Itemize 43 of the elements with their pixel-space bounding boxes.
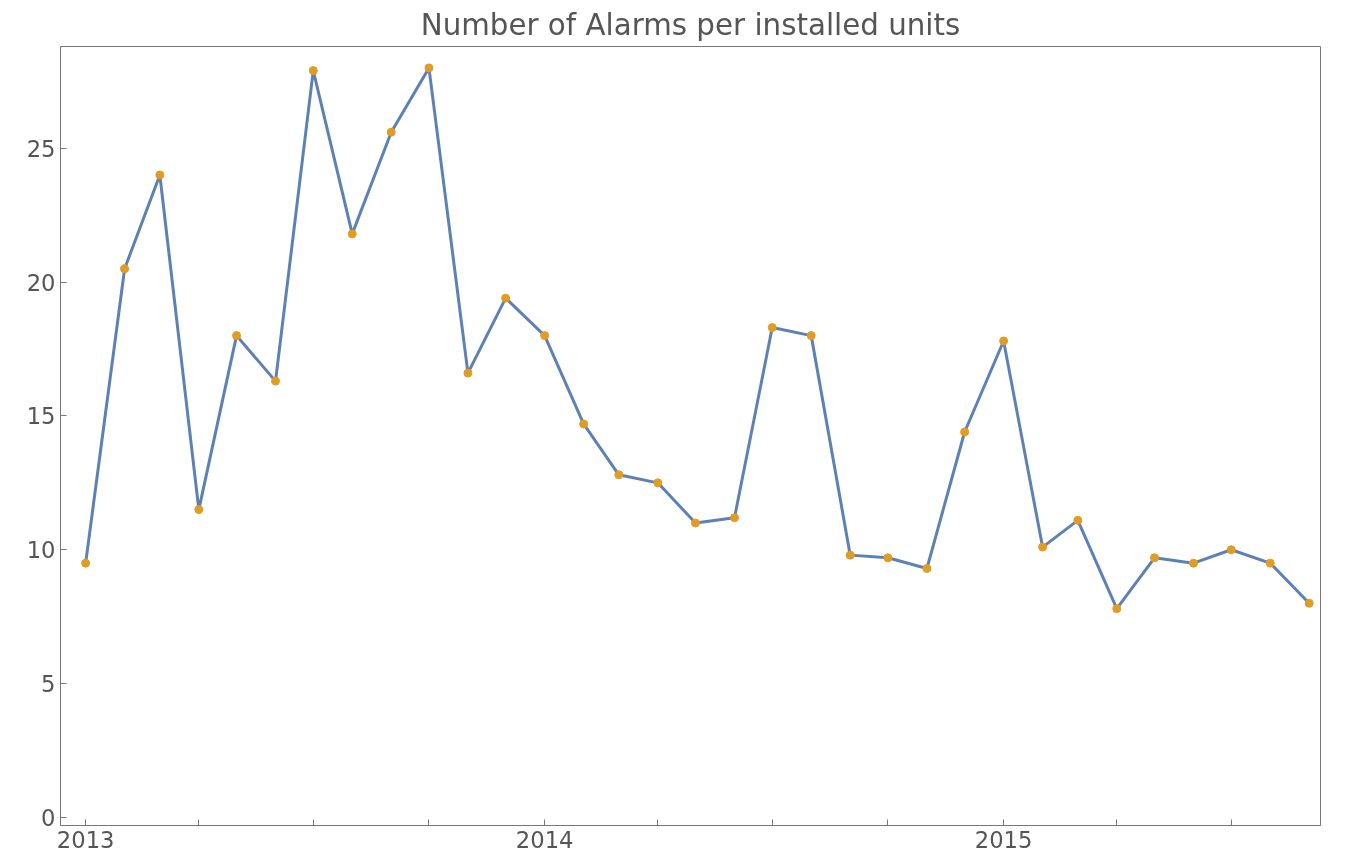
point [691,518,701,528]
point [120,264,130,274]
point [1038,542,1048,552]
point [347,229,357,239]
point [883,553,893,563]
point [386,127,396,137]
x-tick-label: 2014 [515,826,574,853]
point [614,470,624,480]
point [845,550,855,560]
point [81,558,91,568]
x-tick-label: 2013 [56,826,115,853]
point [806,331,816,341]
point [960,427,970,437]
y-tick-label: 20 [26,269,56,296]
point [1304,598,1314,608]
point [1226,545,1236,555]
y-tick-label: 15 [26,403,56,430]
point [271,376,281,386]
y-tick-label: 25 [26,135,56,162]
y-tick-label: 0 [41,804,56,831]
point [579,419,589,429]
point [308,66,318,76]
point [767,323,777,333]
point [1150,553,1160,563]
y-tick-label: 5 [41,671,56,698]
point [1073,515,1083,525]
point [540,331,550,341]
point [501,293,511,303]
point [1265,558,1275,568]
point [155,170,165,180]
point [730,513,740,523]
point [999,336,1009,346]
point [1112,604,1122,614]
point [232,331,242,341]
point [463,368,473,378]
point [922,564,932,573]
point [1188,558,1198,568]
chart-title: Number of Alarms per installed units [420,7,961,42]
point [194,505,204,515]
y-tick-label: 10 [26,537,56,564]
point [653,478,663,488]
x-tick-label: 2015 [974,826,1033,853]
point [424,63,434,73]
